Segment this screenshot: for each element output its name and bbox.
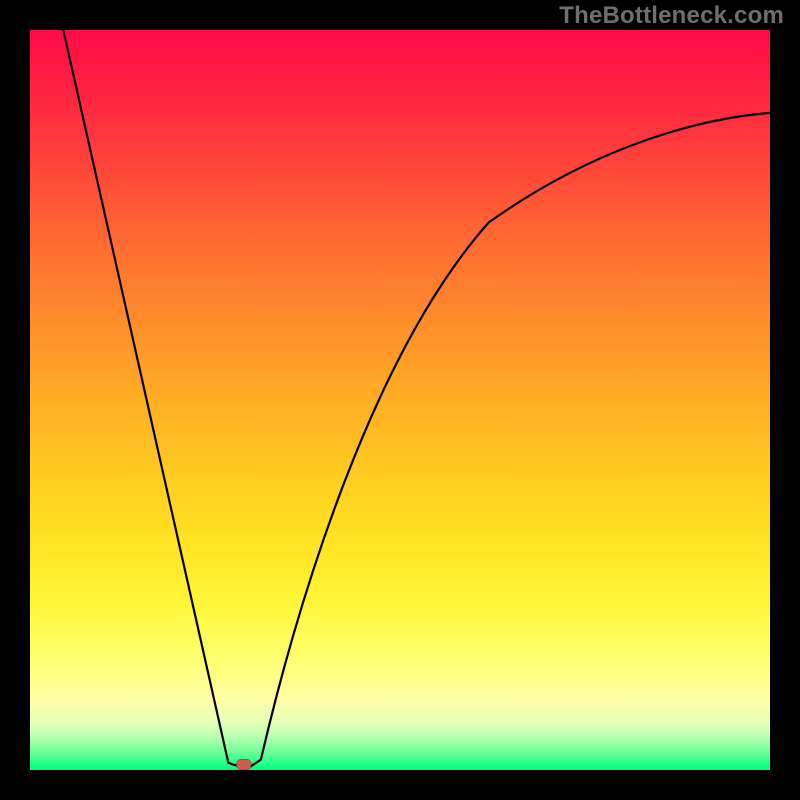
- plot-area: [30, 30, 770, 770]
- watermark-text: TheBottleneck.com: [559, 2, 784, 30]
- outer-frame: TheBottleneck.com: [0, 0, 800, 800]
- heatmap-background: [30, 30, 770, 770]
- optimal-point-marker: [236, 759, 251, 769]
- chart-svg: [30, 30, 770, 770]
